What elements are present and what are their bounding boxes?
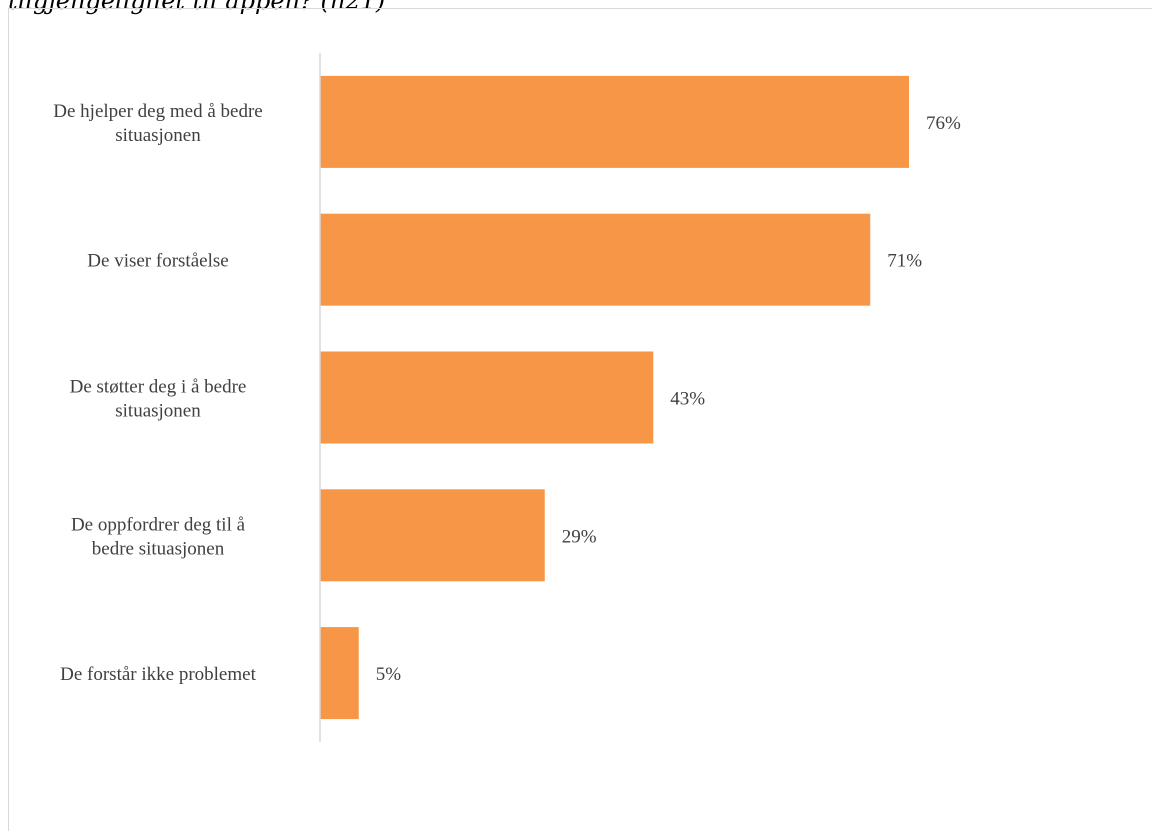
chart-caption: tilgjengelighet til appen? (n21) [8,0,386,15]
category-label-line: bedre situasjonen [92,538,225,559]
category-label-line: De forstår ikke problemet [60,664,256,685]
category-label: De støtter deg i å bedre situasjonen [70,377,247,422]
bar [320,627,359,720]
bar [320,75,909,168]
value-label: 76% [926,113,961,134]
value-label: 71% [887,251,922,272]
category-label-line: situasjonen [115,401,201,422]
value-label: 29% [562,526,597,547]
bar [320,351,654,444]
category-label-line: De støtter deg i å bedre [70,377,247,398]
category-label: De viser forståelse [87,251,228,272]
bar [320,489,545,582]
value-label: 5% [376,664,402,685]
value-labels-group: 76% 71% 43% 29% 5% [376,113,961,685]
category-labels-group: De hjelper deg med å bedre situasjonenDe … [53,101,262,685]
bars-group [320,75,909,720]
category-label: De hjelper deg med å bedre situasjonen [53,101,262,146]
category-label-line: situasjonen [115,125,201,146]
chart-frame [8,8,1152,831]
category-label-line: De viser forståelse [87,251,228,272]
category-label: De forstår ikke problemet [60,664,256,685]
bar [320,213,871,306]
category-label-line: De hjelper deg med å bedre [53,101,262,122]
category-label: De oppfordrer deg til å bedre situasjonen [71,514,246,559]
value-label: 43% [670,389,705,410]
category-label-line: De oppfordrer deg til å [71,514,246,535]
